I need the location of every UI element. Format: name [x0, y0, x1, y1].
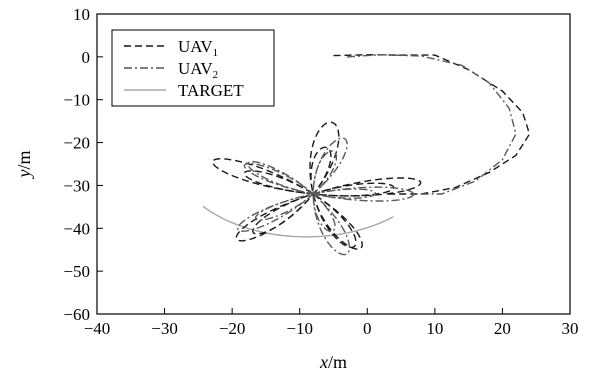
ticks-layer: −40 −30 −20 −10 0 10 20 30 10 0 −10 −20 −30 −40 −50 −60 [63, 5, 578, 338]
y-tick-label: −10 [63, 91, 90, 110]
x-tick-label: 0 [363, 319, 372, 338]
x-tick-label: 10 [426, 319, 443, 338]
labels-layer: x/m y/m [14, 150, 347, 372]
legend-box [111, 29, 275, 107]
x-axis-label: x/m [319, 352, 347, 372]
x-tick-label: −10 [286, 319, 313, 338]
series-line-uav2 [237, 53, 517, 256]
x-tick-label: −20 [219, 319, 246, 338]
y-tick-label: −60 [63, 305, 90, 324]
y-tick-label: 10 [73, 5, 90, 24]
series-line-uav1 [212, 53, 531, 250]
x-tick-label: −30 [151, 319, 178, 338]
legend-label: UAV1 [178, 37, 218, 59]
y-axis-label: y/m [14, 150, 34, 179]
y-tick-label: −50 [63, 262, 90, 281]
legend-label: UAV2 [178, 59, 218, 81]
x-tick-label: 20 [494, 319, 511, 338]
y-tick-label: −20 [63, 134, 90, 153]
y-tick-label: −30 [63, 176, 90, 195]
y-tick-label: 0 [82, 48, 91, 67]
series-layer [202, 53, 531, 256]
y-tick-label: −40 [63, 219, 90, 238]
x-tick-label: −40 [84, 319, 111, 338]
legend-label: TARGET [178, 81, 244, 100]
plot-frame [96, 13, 571, 315]
series-line-target [202, 205, 394, 238]
x-tick-label: 30 [562, 319, 579, 338]
